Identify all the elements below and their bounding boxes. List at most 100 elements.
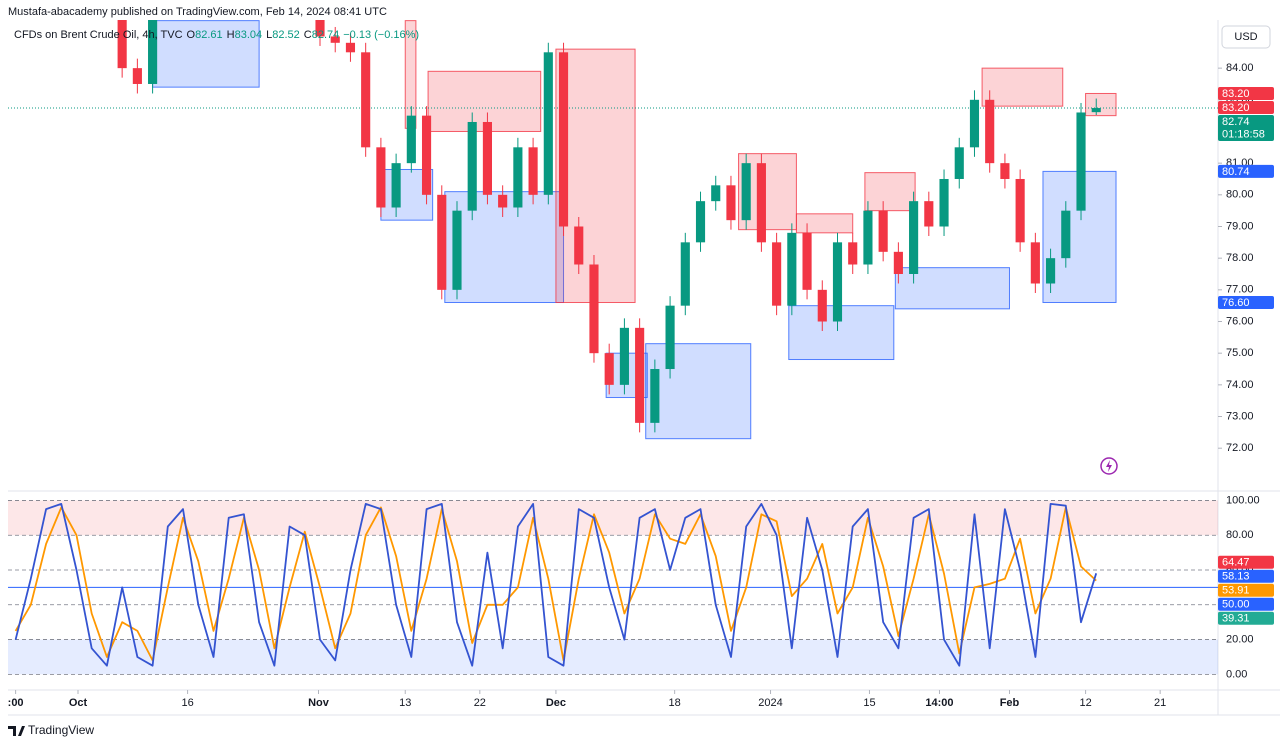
oscillator-line — [14, 503, 1098, 667]
axis-value-box — [1218, 164, 1274, 178]
candle-body — [574, 226, 584, 265]
candle-body — [635, 327, 645, 423]
candle-body — [1091, 108, 1101, 113]
legend-key: L — [266, 29, 272, 41]
oscillator-line — [14, 506, 1097, 662]
candle-body — [1015, 178, 1025, 243]
candle-body — [148, 20, 158, 84]
candle-body — [498, 194, 508, 208]
x-tick-label: 12 — [1079, 697, 1091, 709]
brand: TradingView — [28, 723, 94, 737]
candle-body — [741, 163, 751, 221]
currency[interactable]: USD — [1234, 31, 1257, 43]
candle-body — [650, 369, 660, 423]
axis-value-label: 83.20 — [1222, 88, 1250, 100]
axis-value-label: 76.60 — [1222, 297, 1250, 309]
candle-body — [406, 115, 416, 164]
candle-body — [969, 99, 980, 148]
candle-body — [619, 327, 629, 385]
y-tick-label: 80.00 — [1226, 189, 1254, 201]
y-tick-label: 76.00 — [1226, 315, 1254, 327]
y-tick-label: 77.00 — [1226, 284, 1254, 296]
zone — [894, 267, 1010, 310]
y-tick-label: 78.00 — [1226, 252, 1254, 264]
candle-body — [1000, 163, 1010, 179]
x-tick-label: 18 — [669, 697, 681, 709]
axis-value-label: 80.74 — [1222, 166, 1250, 178]
y-tick-label: 100.00 — [1226, 494, 1260, 506]
axis-value-label: 50.00 — [1222, 599, 1250, 611]
candle-body — [772, 242, 782, 306]
candle-body — [376, 147, 386, 208]
x-tick-label: Dec — [546, 697, 566, 709]
candle-body — [1030, 242, 1040, 284]
axis-value-box — [1218, 100, 1274, 114]
zone — [864, 172, 916, 212]
x-tick-label: 15 — [863, 697, 875, 709]
candle-body — [391, 163, 401, 208]
candle-body — [832, 242, 843, 322]
candle-body — [1046, 258, 1056, 284]
legend: CFDs on Brent Crude Oil, 4h, TVC O 82.61 H 8… — [14, 29, 419, 41]
candle-body — [361, 52, 371, 148]
candle-body — [452, 210, 462, 290]
zone — [795, 213, 854, 234]
axis-value-label: 64.47 — [1222, 557, 1250, 569]
candle-body — [802, 232, 812, 290]
axis-value-box — [1218, 569, 1274, 583]
candle-body — [1061, 210, 1071, 259]
candle-body — [726, 185, 736, 221]
axis-value-label: 58.13 — [1222, 571, 1250, 583]
axis-value-label: 83.20 — [1222, 102, 1250, 114]
price-pane — [8, 20, 1218, 440]
axis-value-box — [1218, 583, 1274, 597]
y-tick-label: 74.00 — [1226, 379, 1254, 391]
axis-value-label: 53.91 — [1222, 585, 1250, 597]
legend-change: −0.13 (−0.16%) — [343, 29, 419, 41]
x-tick-label: 13 — [399, 697, 411, 709]
candle-body — [863, 210, 873, 265]
candle-body — [604, 353, 614, 385]
legend-value: 82.52 — [272, 29, 300, 41]
candle-body — [954, 147, 964, 179]
band — [8, 500, 1218, 536]
publisher: Mustafa-abacademy published on TradingVi… — [8, 6, 387, 18]
x-tick-label: Oct — [69, 697, 88, 709]
candle-body — [893, 251, 903, 275]
currency-box[interactable] — [1221, 25, 1271, 49]
legend-key: H — [227, 29, 235, 41]
legend-value: 83.04 — [235, 29, 263, 41]
x-tick-label: 14:00 — [925, 697, 953, 709]
y-tick-label: 20.00 — [1226, 633, 1254, 645]
candle-body — [665, 305, 675, 370]
zone — [444, 191, 565, 304]
candle-body — [558, 52, 569, 227]
candle-body — [878, 210, 888, 252]
y-tick-label: 0.00 — [1226, 668, 1247, 680]
axis-value-box — [1218, 555, 1274, 569]
zone — [645, 343, 752, 440]
y-tick-label: 73.00 — [1226, 410, 1254, 422]
candle-body — [117, 20, 127, 69]
candle-body — [711, 185, 721, 202]
axis-value-box — [1218, 296, 1274, 310]
axis-value-label: 82.74 — [1222, 116, 1250, 128]
candle-body — [924, 201, 934, 227]
candle-body — [132, 68, 142, 84]
candle-body — [939, 178, 949, 227]
candle-body — [985, 99, 995, 164]
x-tick-label: 22 — [474, 697, 486, 709]
candle-body — [909, 201, 919, 275]
candle-body — [817, 289, 827, 322]
x-tick-label: Feb — [1000, 697, 1020, 709]
axes: 72.00 73.00 74.00 75.00 76.00 77.00 78.00 79.00… — [8, 62, 1274, 709]
x-tick-label: Nov — [308, 697, 330, 709]
countdown-label: 01:18:58 — [1222, 128, 1265, 140]
candle-body — [330, 36, 340, 43]
y-tick-label: 80.00 — [1226, 529, 1254, 541]
x-tick-label: :00 — [8, 697, 24, 709]
y-tick-label: 75.00 — [1226, 347, 1254, 359]
candle-body — [421, 115, 432, 195]
candle-body — [1076, 112, 1086, 211]
zone — [981, 67, 1064, 107]
